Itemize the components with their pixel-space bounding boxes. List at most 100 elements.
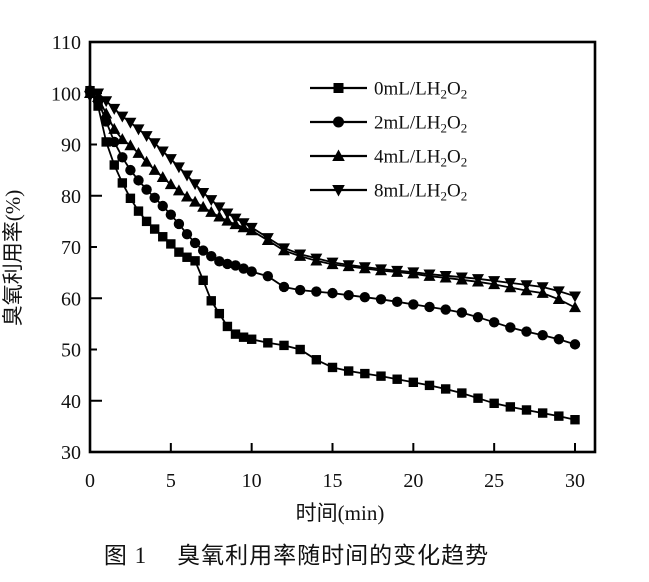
data-point-8ml [221, 208, 234, 220]
legend-label-8ml: 8mL/LH2O2 [374, 181, 467, 204]
y-tick-label-90: 90 [61, 135, 81, 157]
data-point-0ml [190, 256, 200, 266]
data-point-2ml [553, 334, 565, 345]
data-point-0ml [158, 232, 168, 242]
data-point-4ml [108, 122, 121, 134]
data-point-0ml [521, 405, 532, 415]
legend-marker-4ml [332, 149, 345, 161]
data-point-8ml [342, 260, 355, 272]
x-tick-label-30: 30 [565, 470, 585, 492]
data-point-8ml [108, 103, 121, 115]
data-point-0ml [230, 329, 241, 339]
x-tick-label-10: 10 [242, 470, 262, 492]
y-tick-label-50: 50 [61, 340, 81, 362]
legend-label-4ml: 4mL/LH2O2 [374, 147, 467, 170]
data-point-8ml [245, 222, 258, 234]
data-point-2ml [343, 289, 354, 301]
data-point-8ml [407, 267, 420, 279]
data-point-0ml [424, 380, 435, 391]
data-point-0ml [489, 398, 499, 409]
data-point-2ml [157, 200, 168, 212]
data-point-8ml [84, 91, 96, 103]
data-point-2ml [246, 266, 257, 277]
x-tick-label-20: 20 [403, 470, 423, 492]
data-point-0ml [198, 275, 208, 286]
data-point-8ml [358, 262, 371, 274]
data-point-4ml [205, 205, 218, 217]
data-point-2ml [456, 307, 468, 318]
data-point-4ml [164, 178, 177, 190]
data-point-2ml [206, 251, 217, 262]
data-point-2ml [294, 284, 306, 296]
data-point-2ml [375, 294, 387, 305]
figure-title: 臭氧利用率随时间的变化趋势 [177, 543, 490, 568]
x-tick-label-15: 15 [323, 470, 343, 492]
data-point-0ml [554, 411, 564, 421]
series-2ml [84, 85, 581, 350]
data-point-8ml [261, 233, 274, 244]
data-point-8ml [455, 272, 468, 284]
data-point-0ml [343, 366, 354, 376]
data-point-0ml [279, 340, 289, 351]
legend-entry-2ml: 2mL/LH2O2 [310, 113, 467, 136]
data-point-2ml [262, 271, 274, 282]
data-point-2ml [117, 152, 128, 163]
data-point-8ml [237, 218, 250, 230]
data-point-4ml [124, 139, 137, 151]
data-point-4ml [213, 210, 226, 222]
data-point-8ml [375, 264, 387, 276]
data-point-4ml [132, 147, 145, 158]
legend-entry-0ml: 0mL/LH2O2 [310, 79, 467, 102]
data-point-4ml [116, 133, 129, 145]
data-point-4ml [140, 155, 153, 167]
data-point-2ml [424, 301, 435, 313]
data-point-8ml [132, 124, 145, 136]
data-point-0ml [109, 160, 119, 170]
data-point-2ml [440, 304, 451, 315]
data-point-0ml [141, 216, 152, 227]
x-tick-label-25: 25 [484, 470, 504, 492]
data-point-2ml [125, 164, 136, 176]
data-point-2ml [488, 317, 500, 328]
legend-entry-8ml: 8mL/LH2O2 [310, 181, 467, 204]
data-point-0ml [440, 384, 451, 394]
data-point-0ml [392, 374, 402, 384]
data-point-2ml [197, 245, 209, 256]
data-point-8ml [391, 265, 404, 277]
data-point-8ml [189, 179, 202, 191]
figure-number: 图 1 [103, 543, 148, 568]
data-point-4ml [197, 200, 210, 212]
y-tick-label-110: 110 [52, 32, 81, 54]
data-point-4ml [100, 107, 113, 119]
figure-caption: 图 1 臭氧利用率随时间的变化趋势 [0, 536, 649, 570]
data-point-2ml [214, 256, 225, 267]
legend-marker-0ml [333, 83, 344, 93]
data-point-2ml [189, 237, 201, 249]
y-tick-label-100: 100 [51, 83, 81, 105]
data-point-2ml [173, 218, 185, 230]
y-tick-label-60: 60 [61, 288, 81, 310]
data-point-2ml [537, 329, 548, 341]
data-point-0ml [206, 296, 216, 306]
data-point-0ml [182, 252, 192, 262]
data-point-2ml [222, 258, 233, 270]
data-point-2ml [505, 322, 516, 333]
legend-label-2ml: 2mL/LH2O2 [374, 113, 467, 136]
data-point-0ml [537, 408, 548, 418]
data-point-8ml [92, 88, 105, 100]
data-point-8ml [156, 146, 169, 158]
data-point-2ml [359, 292, 371, 303]
data-point-8ml [229, 213, 242, 225]
data-point-0ml [166, 239, 176, 249]
data-point-0ml [246, 334, 257, 344]
data-point-8ml [310, 253, 323, 265]
data-point-8ml [472, 274, 484, 285]
data-point-8ml [488, 276, 501, 288]
data-point-8ml [504, 278, 517, 290]
legend-entry-4ml: 4mL/LH2O2 [310, 147, 467, 170]
series-0ml [85, 85, 580, 425]
data-point-8ml [552, 286, 565, 298]
data-point-2ml [149, 192, 160, 203]
data-point-0ml [174, 247, 184, 257]
data-point-4ml [569, 301, 581, 313]
